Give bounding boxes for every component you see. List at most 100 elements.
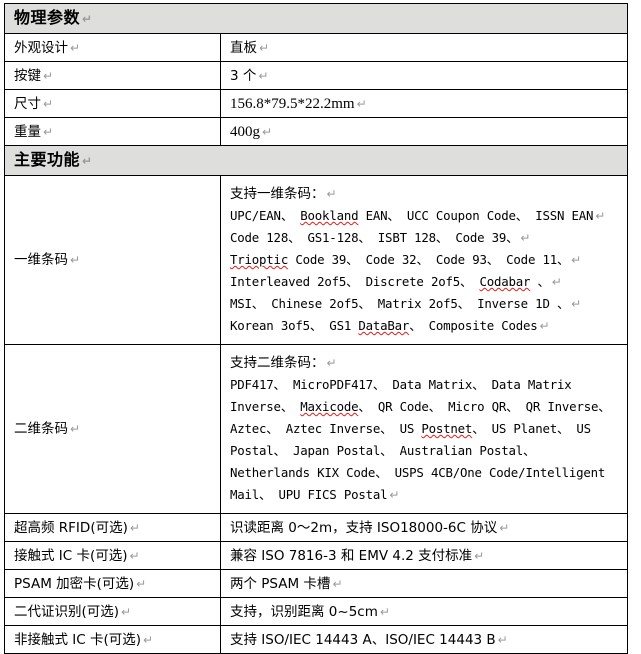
paragraph-mark-icon: ↵ (262, 124, 273, 139)
paragraph-mark-icon: ↵ (571, 297, 582, 311)
table-row: 尺寸 ↵ 156.8*79.5*22.2mm ↵ (4, 89, 629, 118)
paragraph-mark-icon: ↵ (332, 576, 343, 591)
label-cell-barcode-1d: 一维条码 ↵ (4, 175, 221, 345)
barcode-1d-line: Trioptic Code 39、 Code 32、 Code 93、 Code… (230, 249, 623, 271)
label-cell-dimensions: 尺寸 ↵ (4, 89, 221, 118)
paragraph-mark-icon: ↵ (259, 40, 270, 55)
paragraph-mark-icon: ↵ (258, 68, 269, 83)
paragraph-mark-icon: ↵ (539, 319, 550, 333)
value-cell-contactless-ic: 支持 ISO/IEC 14443 A、ISO/IEC 14443 B ↵ (219, 625, 629, 654)
barcode-2d-line-text: PDF417、 MicroPDF417、 Data Matrix、 Data M… (230, 377, 572, 392)
paragraph-mark-icon: ↵ (356, 96, 367, 111)
barcode-2d-line-text: Netherlands KIX Code、 USPS 4CB/One Code/… (230, 465, 606, 480)
barcode-2d-line: Postal、 Japan Postal、 Australian Postal、 (230, 440, 623, 462)
barcode-1d-intro-line: 支持一维条码： ↵ (230, 183, 623, 205)
label-cell-id-card: 二代证识别(可选) ↵ (4, 597, 221, 626)
row-label: 外观设计 (14, 39, 68, 56)
value-cell-appearance: 直板 ↵ (219, 33, 629, 62)
table-row-barcode-1d: 一维条码 ↵ 支持一维条码： ↵ UPC/EAN、 Bookland EAN、 UC… (4, 175, 629, 345)
value-cell-contact-ic: 兼容 ISO 7816-3 和 EMV 4.2 支付标准 ↵ (219, 541, 629, 570)
row-label: 二维条码 (14, 421, 68, 437)
label-cell-uhf-rfid: 超高频 RFID(可选) ↵ (4, 513, 221, 542)
paragraph-mark-icon: ↵ (551, 275, 562, 289)
document-page: 物理参数 ↵ 外观设计 ↵ 直板 ↵ 按键 ↵ 3 个 ↵ 尺寸 ↵ 156.8*79.5*… (3, 3, 629, 654)
row-label: 非接触式 IC 卡(可选) (14, 631, 142, 648)
row-label: 二代证识别(可选) (14, 603, 120, 620)
section-header-cell-physical: 物理参数 ↵ (3, 3, 629, 34)
barcode-2d-line-text: Inverse、 Maxicode、 QR Code、 Micro QR、 QR… (230, 399, 611, 414)
value-cell-uhf-rfid: 识读距离 0～2m，支持 ISO18000-6C 协议 ↵ (219, 513, 629, 542)
paragraph-mark-icon: ↵ (82, 12, 93, 26)
label-cell-weight: 重量 ↵ (4, 117, 221, 146)
label-cell-appearance: 外观设计 ↵ (4, 33, 221, 62)
barcode-2d-line-text: Postal、 Japan Postal、 Australian Postal、 (230, 443, 536, 458)
table-row: 接触式 IC 卡(可选) ↵ 兼容 ISO 7816-3 和 EMV 4.2 支付… (4, 541, 629, 570)
row-label: 尺寸 (14, 95, 41, 112)
label-cell-keys: 按键 ↵ (4, 61, 221, 90)
spec-table: 物理参数 ↵ 外观设计 ↵ 直板 ↵ 按键 ↵ 3 个 ↵ 尺寸 ↵ 156.8*79.5*… (3, 3, 629, 654)
barcode-1d-intro: 支持一维条码： (230, 186, 325, 202)
barcode-2d-line: Aztec、 Aztec Inverse、 US Postnet、 US Pla… (230, 418, 623, 440)
value-cell-barcode-1d: 支持一维条码： ↵ UPC/EAN、 Bookland EAN、 UCC Coup… (219, 175, 629, 345)
barcode-2d-line: Netherlands KIX Code、 USPS 4CB/One Code/… (230, 462, 623, 484)
paragraph-mark-icon: ↵ (82, 154, 93, 168)
paragraph-mark-icon: ↵ (571, 253, 582, 267)
table-row: 外观设计 ↵ 直板 ↵ (4, 33, 629, 62)
paragraph-mark-icon: ↵ (326, 356, 337, 370)
barcode-1d-line: Code 128、 GS1-128、 ISBT 128、 Code 39、 ↵ (230, 227, 623, 249)
paragraph-mark-icon: ↵ (43, 68, 54, 83)
row-value: 156.8*79.5*22.2mm (230, 95, 355, 112)
paragraph-mark-icon: ↵ (136, 576, 147, 591)
label-cell-contactless-ic: 非接触式 IC 卡(可选) ↵ (4, 625, 221, 654)
paragraph-mark-icon: ↵ (143, 632, 154, 647)
paragraph-mark-icon: ↵ (326, 187, 337, 201)
barcode-1d-line-text: Code 128、 GS1-128、 ISBT 128、 Code 39、 (230, 230, 519, 245)
value-cell-barcode-2d: 支持二维条码： ↵ PDF417、 MicroPDF417、 Data Matri… (219, 344, 629, 514)
paragraph-mark-icon: ↵ (70, 40, 81, 55)
barcode-1d-line: UPC/EAN、 Bookland EAN、 UCC Coupon Code、 … (230, 205, 623, 227)
barcode-2d-intro: 支持二维条码： (230, 355, 325, 371)
paragraph-mark-icon: ↵ (43, 124, 54, 139)
barcode-1d-line-text: Korean 3of5、 GS1 DataBar、 Composite Code… (230, 318, 538, 333)
paragraph-mark-icon: ↵ (520, 231, 531, 245)
table-row: 按键 ↵ 3 个 ↵ (4, 61, 629, 90)
barcode-1d-line: Interleaved 2of5、 Discrete 2of5、 Codabar… (230, 271, 623, 293)
section-header-label-physical: 物理参数 (14, 8, 81, 27)
row-value: 识读距离 0～2m，支持 ISO18000-6C 协议 (230, 519, 498, 536)
paragraph-mark-icon: ↵ (129, 548, 140, 563)
label-cell-barcode-2d: 二维条码 ↵ (4, 344, 221, 514)
table-row: 重量 ↵ 400g ↵ (4, 117, 629, 146)
table-row: 二代证识别(可选) ↵ 支持，识别距离 0~5cm ↵ (4, 597, 629, 626)
paragraph-mark-icon: ↵ (379, 604, 390, 619)
paragraph-mark-icon: ↵ (70, 422, 81, 436)
row-value: 3 个 (230, 67, 257, 84)
row-label: 按键 (14, 67, 41, 84)
section-header-row-physical: 物理参数 ↵ (3, 3, 629, 34)
row-label: 一维条码 (14, 252, 68, 268)
table-row: 非接触式 IC 卡(可选) ↵ 支持 ISO/IEC 14443 A、ISO/IE… (4, 625, 629, 654)
value-cell-psam: 两个 PSAM 卡槽 ↵ (219, 569, 629, 598)
row-value: 400g (230, 123, 260, 140)
paragraph-mark-icon: ↵ (474, 548, 485, 563)
row-value: 支持 ISO/IEC 14443 A、ISO/IEC 14443 B (230, 631, 496, 648)
table-row-barcode-2d: 二维条码 ↵ 支持二维条码： ↵ PDF417、 MicroPDF417、 Data… (4, 344, 629, 514)
paragraph-mark-icon: ↵ (499, 520, 510, 535)
value-cell-keys: 3 个 ↵ (219, 61, 629, 90)
row-value: 两个 PSAM 卡槽 (230, 575, 331, 592)
row-label: 重量 (14, 123, 41, 140)
barcode-2d-line-text: Mail、 UPU FICS Postal (230, 487, 388, 502)
row-value: 兼容 ISO 7816-3 和 EMV 4.2 支付标准 (230, 547, 473, 564)
barcode-1d-line-text: UPC/EAN、 Bookland EAN、 UCC Coupon Code、 … (230, 208, 594, 223)
table-row: 超高频 RFID(可选) ↵ 识读距离 0～2m，支持 ISO18000-6C 协… (4, 513, 629, 542)
row-label: 超高频 RFID(可选) (14, 519, 128, 536)
section-header-row-functions: 主要功能 ↵ (3, 145, 629, 176)
label-cell-contact-ic: 接触式 IC 卡(可选) ↵ (4, 541, 221, 570)
barcode-2d-line: Inverse、 Maxicode、 QR Code、 Micro QR、 QR… (230, 396, 623, 418)
barcode-1d-line-text: Trioptic Code 39、 Code 32、 Code 93、 Code… (230, 252, 570, 267)
table-row: PSAM 加密卡(可选) ↵ 两个 PSAM 卡槽 ↵ (4, 569, 629, 598)
row-value: 直板 (230, 39, 257, 56)
paragraph-mark-icon: ↵ (43, 96, 54, 111)
label-cell-psam: PSAM 加密卡(可选) ↵ (4, 569, 221, 598)
barcode-2d-line-text: Aztec、 Aztec Inverse、 US Postnet、 US Pla… (230, 421, 591, 436)
paragraph-mark-icon: ↵ (121, 604, 132, 619)
